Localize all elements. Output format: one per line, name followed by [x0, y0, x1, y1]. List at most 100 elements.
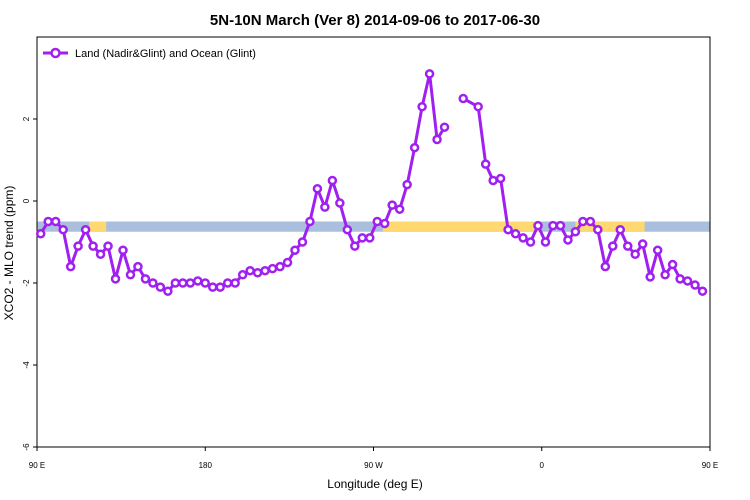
data-point — [35, 229, 46, 239]
data-point — [608, 241, 618, 251]
data-point — [357, 233, 368, 243]
data-point — [458, 93, 468, 104]
data-point — [563, 235, 573, 245]
data-point — [65, 261, 76, 272]
legend-marker-swatch — [50, 47, 61, 59]
data-point — [637, 239, 648, 249]
x-tick-labels: 90 E 180 90 W 0 90 E — [29, 461, 718, 470]
data-point — [88, 241, 98, 251]
data-point — [660, 270, 670, 280]
series-layer — [35, 69, 708, 296]
data-point — [260, 265, 270, 276]
data-point — [372, 216, 382, 227]
data-point — [103, 241, 113, 251]
data-point — [473, 101, 483, 112]
data-point — [275, 261, 285, 272]
data-point — [170, 278, 181, 288]
data-point — [630, 249, 640, 260]
land-band-segment — [382, 221, 542, 232]
y-tick-label: 2 — [22, 116, 31, 121]
data-point — [667, 259, 678, 270]
data-point — [80, 224, 91, 235]
data-point — [495, 173, 506, 184]
data-point — [335, 198, 345, 208]
data-point — [297, 237, 308, 247]
data-point — [682, 276, 693, 286]
data-point — [533, 220, 543, 231]
data-point — [320, 202, 330, 212]
data-point — [697, 286, 708, 296]
chart-title: 5N-10N March (Ver 8) 2014-09-06 to 2017-… — [210, 12, 540, 29]
data-point — [207, 282, 218, 292]
data-point — [548, 220, 558, 231]
data-point — [480, 159, 491, 169]
data-point — [58, 224, 68, 235]
x-axis-label: Longitude (deg E) — [327, 477, 422, 491]
data-point — [394, 204, 405, 214]
data-point — [185, 278, 196, 288]
data-point — [133, 261, 143, 272]
data-point — [43, 216, 53, 227]
data-point — [350, 241, 360, 251]
data-point — [305, 216, 315, 227]
data-point — [193, 276, 203, 286]
data-point — [439, 122, 450, 132]
data-point — [409, 142, 420, 153]
data-point — [645, 272, 655, 282]
data-point — [585, 216, 596, 227]
data-point — [290, 245, 300, 255]
data-point — [570, 227, 581, 237]
data-point — [140, 274, 151, 284]
data-point — [327, 175, 338, 186]
data-point — [488, 175, 498, 186]
data-point — [600, 261, 611, 272]
y-tick-label: -4 — [22, 361, 31, 369]
data-point — [342, 224, 353, 235]
x-tick-label: 180 — [199, 461, 213, 470]
data-point — [540, 237, 551, 247]
data-point — [402, 179, 412, 190]
data-point — [148, 278, 158, 288]
data-point — [110, 274, 121, 284]
data-point — [245, 265, 255, 276]
data-point — [215, 282, 225, 292]
data-point — [555, 220, 566, 231]
y-tick-label: 0 — [22, 198, 31, 203]
data-point — [510, 229, 521, 239]
data-point — [593, 224, 603, 235]
data-point — [252, 268, 263, 278]
data-point — [622, 241, 633, 251]
data-point — [237, 270, 248, 280]
plot-frame — [36, 36, 711, 448]
data-point — [222, 278, 233, 288]
data-point — [387, 200, 397, 210]
data-point — [365, 233, 375, 243]
data-point — [312, 183, 323, 194]
legend-label: Land (Nadir&Glint) and Ocean (Glint) — [75, 48, 256, 60]
y-tick-labels: -6 -4 -2 0 2 — [22, 116, 31, 450]
data-point — [379, 218, 390, 229]
x-tick-label: 90 E — [702, 461, 718, 470]
data-point — [125, 270, 136, 280]
x-tick-label: 0 — [540, 461, 545, 470]
data-point — [155, 282, 166, 292]
data-point — [525, 237, 536, 247]
y-tick-label: -2 — [22, 279, 31, 287]
land-band-segment — [89, 221, 107, 232]
tick-marks — [33, 118, 711, 451]
data-point — [178, 278, 188, 288]
data-point — [675, 274, 685, 284]
data-point — [615, 224, 626, 235]
legend: Land (Nadir&Glint) and Ocean (Glint) — [43, 47, 256, 60]
data-point — [424, 69, 435, 79]
data-point — [95, 249, 106, 260]
data-point — [432, 134, 442, 145]
data-point — [73, 241, 83, 251]
data-point — [230, 278, 240, 288]
data-point — [118, 245, 128, 255]
data-point — [163, 286, 173, 296]
data-point — [503, 224, 513, 235]
y-tick-label: -6 — [22, 443, 31, 451]
data-point — [50, 216, 61, 227]
